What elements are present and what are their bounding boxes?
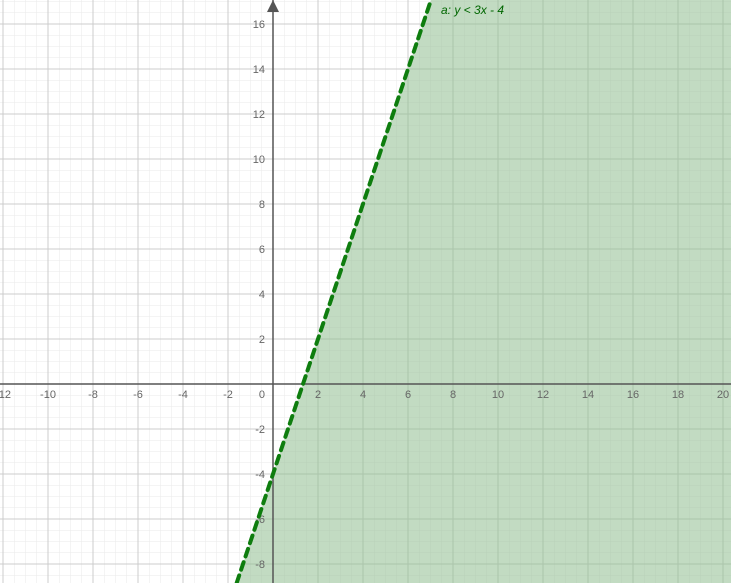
y-tick-label: 6 <box>259 244 265 256</box>
x-tick-label: 18 <box>672 389 684 401</box>
x-tick-label: 10 <box>492 389 504 401</box>
y-tick-label: 14 <box>253 64 265 76</box>
y-tick-label: 16 <box>253 19 265 31</box>
x-tick-label: 6 <box>405 389 411 401</box>
x-tick-label: -4 <box>178 389 188 401</box>
x-tick-label: 12 <box>537 389 549 401</box>
x-tick-label: 2 <box>315 389 321 401</box>
x-tick-label: -2 <box>223 389 233 401</box>
inequality-chart: -12-10-8-6-4-22468101214161820-8-6-4-224… <box>0 0 731 583</box>
y-tick-label: -2 <box>255 424 265 436</box>
origin-label: 0 <box>259 389 265 401</box>
chart-container: -12-10-8-6-4-22468101214161820-8-6-4-224… <box>0 0 731 583</box>
x-tick-label: -12 <box>0 389 11 401</box>
y-tick-label: 4 <box>259 289 265 301</box>
y-tick-label: 10 <box>253 154 265 166</box>
y-tick-label: -8 <box>255 559 265 571</box>
y-tick-label: 12 <box>253 109 265 121</box>
x-tick-label: 8 <box>450 389 456 401</box>
inequality-label: a: y < 3x - 4 <box>441 3 504 17</box>
x-tick-label: 16 <box>627 389 639 401</box>
y-tick-label: 2 <box>259 334 265 346</box>
x-tick-label: 4 <box>360 389 366 401</box>
y-tick-label: -4 <box>255 469 265 481</box>
x-tick-label: 20 <box>717 389 729 401</box>
x-tick-label: -8 <box>88 389 98 401</box>
x-tick-label: 14 <box>582 389 594 401</box>
x-tick-label: -10 <box>40 389 56 401</box>
y-tick-label: 8 <box>259 199 265 211</box>
x-tick-label: -6 <box>133 389 143 401</box>
